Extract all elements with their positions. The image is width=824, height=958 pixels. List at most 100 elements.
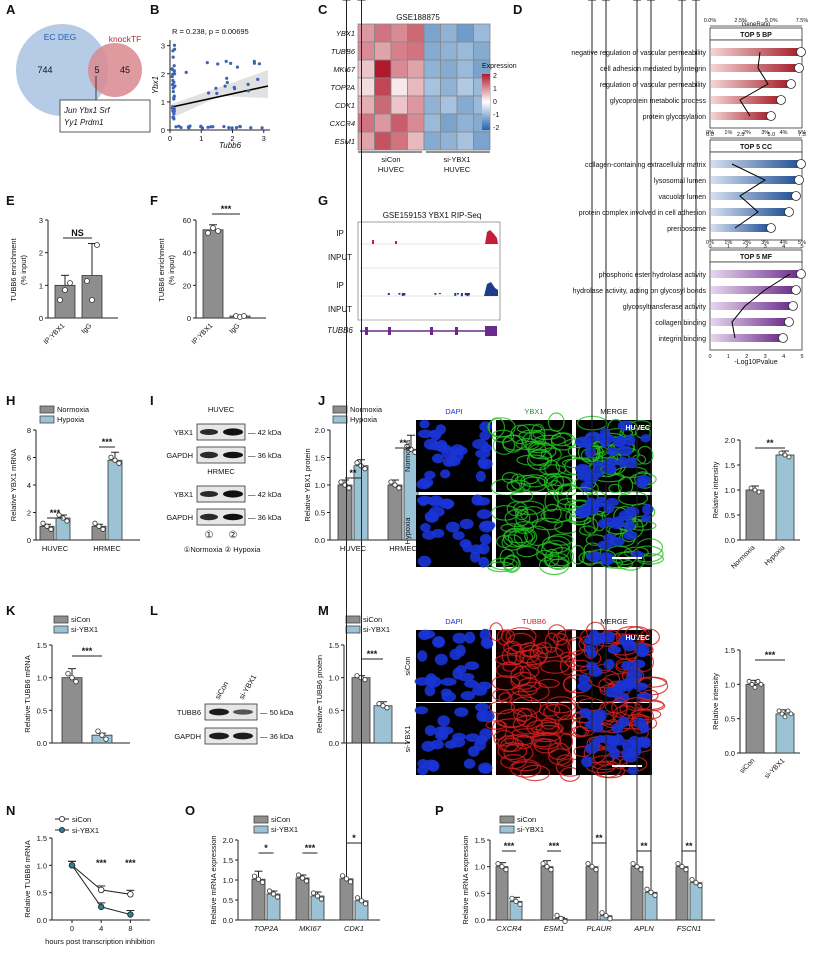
y-tick-label: 20	[183, 281, 191, 290]
scatter-point	[188, 124, 192, 128]
nucleus	[417, 650, 428, 662]
scatter-point	[171, 83, 175, 87]
nucleus	[633, 717, 647, 729]
nucleus	[584, 644, 596, 654]
regression-line	[171, 85, 269, 108]
y-tick-label: 0.5	[37, 889, 47, 898]
replicate-dot	[362, 466, 368, 472]
blot-band	[223, 428, 243, 436]
x-category-label: si-YBX1	[764, 757, 787, 780]
cell-outline	[556, 754, 574, 767]
cell-outline	[531, 732, 562, 750]
heatmap-cell	[423, 113, 441, 133]
significance-label: *	[352, 833, 356, 843]
nucleus	[454, 707, 469, 717]
heatmap-cell	[357, 59, 375, 79]
legend-label: siCon	[72, 815, 91, 824]
lane-label: si-YBX1	[237, 673, 258, 701]
replicate-dot	[310, 890, 317, 896]
enrichment-bar	[711, 64, 799, 72]
y-tick-label: 1.5	[223, 856, 233, 865]
replicate-dot	[689, 877, 695, 883]
channel-header: DAPI	[445, 407, 463, 416]
bar	[295, 877, 310, 921]
replicate-dot	[96, 523, 102, 529]
microscopy-image	[562, 415, 657, 496]
legend-swatch	[499, 825, 515, 834]
microscopy-image	[562, 621, 669, 708]
replicate-dot	[558, 915, 564, 922]
significance-label: **	[349, 468, 357, 478]
cell-outline	[538, 703, 561, 717]
logp-tick-label: 0.0	[706, 132, 714, 138]
x-category-label: HUVEC	[42, 544, 69, 553]
nucleus	[440, 688, 452, 697]
nucleus	[446, 456, 461, 467]
scatter-point	[224, 59, 228, 64]
y-axis-unit: (% input)	[167, 254, 176, 285]
legend-swatch	[39, 405, 55, 414]
scatter-point	[172, 69, 176, 73]
y-tick-label: 0.0	[315, 536, 325, 545]
gene-label: MKI67	[333, 65, 356, 74]
significance-label: ***	[82, 646, 93, 656]
cell-outline	[596, 764, 626, 779]
replicate-dot	[318, 896, 325, 902]
venn-circle-knocktf	[88, 43, 142, 97]
logp-tick-label: 5	[800, 354, 803, 360]
significance-label: **	[640, 841, 648, 851]
replicate-dot	[697, 883, 703, 889]
legend-swatch	[499, 815, 515, 824]
ip-signal	[464, 293, 467, 296]
panel-label-N: N	[6, 803, 15, 818]
microscopy-image	[487, 485, 585, 576]
y-tick-label: 0.5	[37, 706, 47, 715]
scatter-point	[232, 85, 236, 89]
nucleus	[640, 434, 651, 443]
cell-outline	[525, 441, 553, 454]
scatter-point	[235, 65, 239, 69]
cell-outline	[618, 490, 649, 506]
heatmap-cell	[390, 131, 408, 151]
blot-band	[209, 732, 229, 740]
ratio-tick-label: 5%	[798, 130, 806, 136]
scatter-point	[174, 125, 178, 129]
heatmap-cell	[357, 77, 375, 97]
legend-swatch	[253, 815, 269, 824]
enrichment-bar	[711, 270, 801, 278]
replicate-dot	[786, 454, 792, 460]
nucleus	[434, 653, 448, 666]
panel-label-D: D	[513, 2, 522, 17]
panel-label-J: J	[318, 393, 325, 408]
blot-band	[233, 732, 253, 740]
scatter-point	[234, 126, 239, 130]
legend-swatch	[332, 415, 348, 424]
significance-label: ***	[125, 858, 136, 868]
replicate-dot	[73, 678, 79, 685]
nucleus	[464, 661, 480, 671]
y-tick-label: 8	[27, 426, 31, 435]
heatmap-cell	[407, 41, 425, 61]
cell-outline	[630, 708, 662, 721]
track-label: IP	[336, 281, 344, 290]
y-axis-label: TUBB6 enrichment	[9, 237, 18, 301]
gene-label: YBX1	[336, 29, 355, 38]
nucleus	[479, 628, 491, 641]
microscopy-image	[570, 696, 666, 779]
ip-signal	[460, 293, 463, 297]
y-axis-label: Relative intensity	[711, 673, 720, 730]
nucleus	[482, 637, 494, 650]
scatter-point	[171, 115, 176, 119]
scatter-point	[207, 91, 211, 95]
replicate-dot	[215, 228, 221, 234]
nucleus	[615, 680, 629, 689]
scatter-point	[252, 61, 256, 65]
replicate-dot	[255, 876, 262, 882]
significance-label: **	[399, 438, 407, 448]
bar	[387, 484, 403, 541]
enrichment-bar	[711, 208, 789, 216]
logp-tick-label: 2.5	[737, 132, 745, 138]
nucleus	[642, 503, 654, 515]
heatmap-cell	[374, 41, 392, 61]
